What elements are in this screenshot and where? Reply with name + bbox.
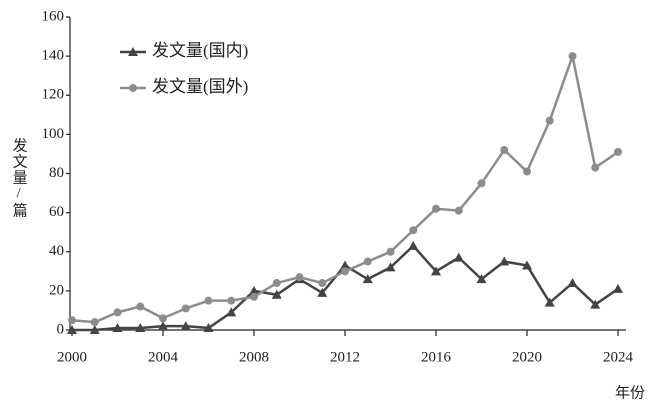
data-marker (68, 316, 76, 325)
x-tick-label: 2012 (330, 349, 360, 365)
data-marker (90, 318, 99, 327)
data-marker (113, 308, 122, 317)
data-marker (385, 262, 396, 272)
y-tick-label: 20 (49, 282, 64, 298)
y-tick-label: 60 (49, 204, 64, 220)
data-marker (249, 285, 259, 295)
y-tick-label: 80 (49, 165, 64, 181)
data-marker (614, 147, 622, 156)
x-tick-label: 2000 (57, 349, 87, 365)
data-line (72, 244, 619, 332)
data-marker (226, 307, 237, 317)
data-marker (568, 52, 577, 61)
data-marker (295, 273, 304, 282)
x-axis-label: 年份 (615, 384, 645, 401)
y-tick-label: 140 (42, 48, 65, 64)
data-marker (523, 167, 531, 176)
data-marker (386, 247, 395, 256)
data-marker (203, 323, 214, 333)
data-marker (67, 325, 77, 334)
y-tick-label: 0 (57, 321, 65, 337)
data-marker (500, 146, 509, 155)
data-marker (454, 206, 463, 215)
data-marker (159, 314, 167, 323)
data-marker (158, 321, 168, 331)
x-tick-label: 2008 (239, 349, 269, 365)
y-tick-label: 100 (42, 126, 65, 142)
data-marker (499, 256, 510, 266)
data-marker (409, 226, 418, 235)
data-marker (136, 302, 145, 311)
data-marker (362, 274, 373, 284)
data-marker (340, 260, 350, 270)
data-marker (453, 252, 464, 262)
data-marker (129, 84, 137, 92)
data-marker (227, 296, 236, 305)
data-marker (112, 323, 123, 333)
data-marker (250, 292, 258, 301)
x-tick-label: 2024 (603, 349, 634, 365)
x-tick-label: 2020 (512, 349, 542, 365)
data-marker (128, 47, 138, 56)
y-tick-label: 40 (49, 243, 64, 259)
data-marker (204, 296, 213, 305)
data-marker (341, 267, 349, 276)
data-marker (363, 257, 372, 266)
x-tick-label: 2016 (421, 349, 452, 365)
data-marker (431, 266, 441, 276)
data-marker (89, 325, 100, 334)
y-tick-label: 160 (42, 8, 65, 24)
data-marker (318, 279, 327, 288)
legend-label: 发文量(国内) (152, 41, 248, 60)
data-marker (544, 297, 555, 307)
data-marker (522, 260, 532, 270)
data-marker (590, 299, 601, 309)
data-marker (317, 287, 328, 297)
x-tick-label: 2004 (148, 349, 179, 365)
data-marker (567, 278, 578, 288)
legend-label: 发文量(国外) (152, 77, 248, 96)
data-marker (181, 304, 190, 313)
data-marker (272, 279, 281, 288)
data-marker (408, 240, 419, 250)
y-tick-label: 120 (42, 87, 65, 103)
data-marker (432, 204, 440, 213)
data-marker (180, 321, 191, 331)
data-marker (271, 289, 282, 299)
data-marker (591, 163, 600, 172)
data-marker (476, 274, 487, 284)
data-marker (135, 323, 146, 333)
y-axis-label: 发文量/篇 (11, 138, 28, 219)
data-marker (545, 116, 554, 125)
data-marker (613, 283, 623, 293)
data-marker (477, 179, 486, 188)
